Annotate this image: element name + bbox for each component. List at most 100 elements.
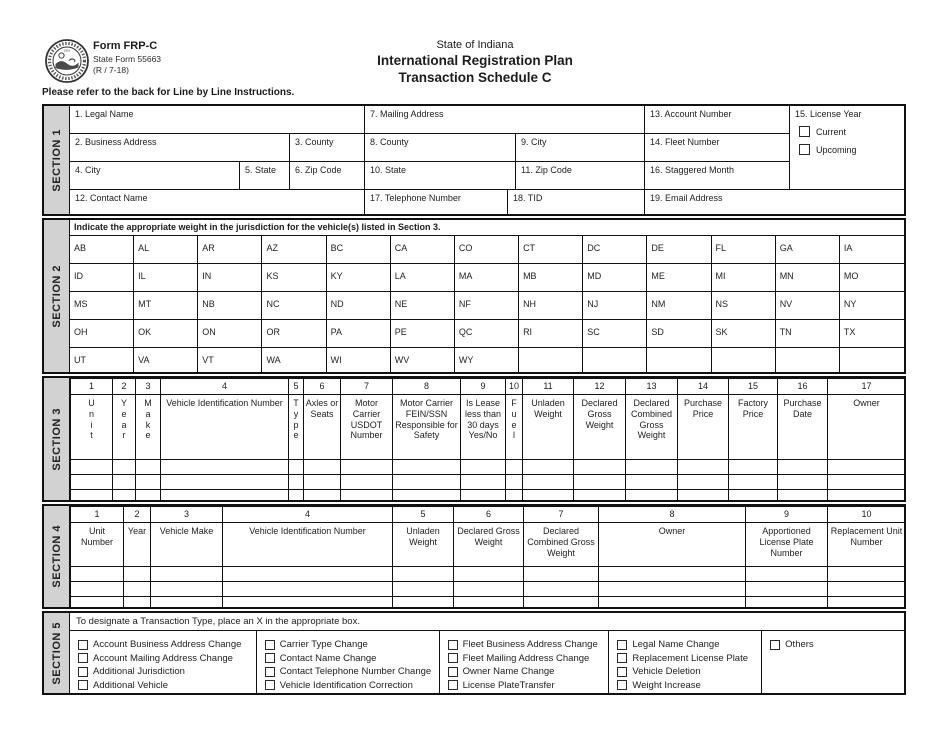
jurisdiction-cell-ms[interactable]: MS	[70, 292, 135, 320]
owner-name-change-checkbox[interactable]	[447, 666, 458, 677]
s3-entry-cell-owner[interactable]	[827, 459, 904, 475]
jurisdiction-cell-az[interactable]: AZ	[262, 236, 327, 264]
s3-entry-cell-factory-price[interactable]	[728, 489, 778, 500]
jurisdiction-cell-ns[interactable]: NS	[711, 292, 776, 320]
field-email-address[interactable]: 19. Email Address	[650, 193, 723, 203]
jurisdiction-cell-wi[interactable]: WI	[327, 348, 391, 372]
replacement-license-plate-checkbox[interactable]	[617, 653, 628, 664]
jurisdiction-cell-sd[interactable]: SD	[647, 320, 712, 348]
s3-entry-cell-unit[interactable]	[70, 489, 113, 500]
s3-entry-cell-year[interactable]	[112, 459, 136, 475]
jurisdiction-cell-nh[interactable]: NH	[519, 292, 584, 320]
s4-entry-cell-declared-combined-gross-weight[interactable]	[523, 566, 599, 582]
s4-entry-cell-vehicle-make[interactable]	[150, 566, 223, 582]
field-telephone-number[interactable]: 17. Telephone Number	[365, 190, 508, 214]
jurisdiction-cell-nj[interactable]: NJ	[583, 292, 648, 320]
field-fleet-number[interactable]: 14. Fleet Number	[645, 134, 790, 162]
vehicle-identification-correction-checkbox[interactable]	[264, 680, 275, 691]
s4-entry-cell-apportioned-license-plate-number[interactable]	[745, 566, 828, 582]
jurisdiction-cell-nc[interactable]: NC	[262, 292, 327, 320]
jurisdiction-cell-mt[interactable]: MT	[134, 292, 199, 320]
s4-entry-cell-replacement-unit-number[interactable]	[827, 596, 904, 607]
s3-entry-cell-axles-or-seats[interactable]	[303, 459, 341, 475]
jurisdiction-cell-sc[interactable]: SC	[583, 320, 648, 348]
field-county-8[interactable]: 8. County	[365, 134, 516, 162]
account-business-address-change-checkbox[interactable]	[78, 639, 88, 650]
s3-entry-cell-unit[interactable]	[70, 459, 113, 475]
s3-entry-cell-axles-or-seats[interactable]	[303, 474, 341, 490]
jurisdiction-cell-ne[interactable]: NE	[390, 292, 455, 320]
s4-entry-cell-declared-gross-weight[interactable]	[453, 596, 524, 607]
s3-entry-cell-purchase-price[interactable]	[677, 489, 729, 500]
s3-entry-cell-type[interactable]	[288, 489, 304, 500]
s3-entry-cell-unladen-weight[interactable]	[522, 459, 574, 475]
jurisdiction-cell-mi[interactable]: MI	[711, 264, 776, 292]
s3-entry-cell-is-lease-less-than-30-days-yes-no[interactable]	[460, 459, 506, 475]
jurisdiction-cell-va[interactable]: VA	[134, 348, 199, 372]
jurisdiction-cell-vt[interactable]: VT	[198, 348, 263, 372]
jurisdiction-cell-ca[interactable]: CA	[390, 236, 455, 264]
jurisdiction-cell-al[interactable]: AL	[134, 236, 199, 264]
s3-entry-cell-purchase-date[interactable]	[777, 474, 828, 490]
field-contact-name[interactable]: 12. Contact Name	[70, 190, 365, 214]
jurisdiction-cell-ri[interactable]: RI	[519, 320, 584, 348]
s3-entry-cell-factory-price[interactable]	[728, 474, 778, 490]
s3-entry-cell-fuel[interactable]	[505, 459, 523, 475]
jurisdiction-cell-ks[interactable]: KS	[262, 264, 327, 292]
s3-entry-cell-make[interactable]	[135, 459, 161, 475]
s3-entry-cell-unladen-weight[interactable]	[522, 489, 574, 500]
jurisdiction-cell-me[interactable]: ME	[647, 264, 712, 292]
field-staggered-month[interactable]: 16. Staggered Month	[645, 162, 790, 190]
jurisdiction-cell-il[interactable]: IL	[134, 264, 199, 292]
s3-entry-cell-fuel[interactable]	[505, 489, 523, 500]
s4-entry-cell-declared-gross-weight[interactable]	[453, 566, 524, 582]
jurisdiction-cell-wy[interactable]: WY	[455, 348, 520, 372]
s4-entry-cell-year[interactable]	[123, 596, 151, 607]
upcoming-checkbox[interactable]	[799, 144, 810, 155]
field-zip-6[interactable]: 6. Zip Code	[290, 162, 365, 190]
s4-entry-cell-replacement-unit-number[interactable]	[827, 581, 904, 597]
jurisdiction-cell-ga[interactable]: GA	[775, 236, 840, 264]
s4-entry-cell-unit-number[interactable]	[70, 581, 124, 597]
s4-entry-cell-vehicle-make[interactable]	[150, 596, 223, 607]
jurisdiction-cell-sk[interactable]: SK	[711, 320, 776, 348]
s3-entry-cell-axles-or-seats[interactable]	[303, 489, 341, 500]
jurisdiction-cell-id[interactable]: ID	[70, 264, 135, 292]
legal-name-change-checkbox[interactable]	[617, 639, 628, 650]
s4-entry-cell-vehicle-make[interactable]	[150, 581, 223, 597]
s3-entry-cell-vehicle-identification-number[interactable]	[160, 489, 289, 500]
field-city-9[interactable]: 9. City	[516, 134, 645, 162]
s3-entry-cell-motor-carrier-usdot-number[interactable]	[340, 489, 393, 500]
fleet-business-address-change-checkbox[interactable]	[447, 639, 458, 650]
jurisdiction-cell-nv[interactable]: NV	[775, 292, 840, 320]
field-state-5[interactable]: 5. State	[240, 162, 290, 190]
s3-entry-cell-is-lease-less-than-30-days-yes-no[interactable]	[460, 489, 506, 500]
s3-entry-cell-vehicle-identification-number[interactable]	[160, 474, 289, 490]
jurisdiction-cell-la[interactable]: LA	[390, 264, 455, 292]
s3-entry-cell-vehicle-identification-number[interactable]	[160, 459, 289, 475]
jurisdiction-cell-nf[interactable]: NF	[454, 292, 520, 320]
s3-entry-cell-unladen-weight[interactable]	[522, 474, 574, 490]
jurisdiction-cell-ia[interactable]: IA	[839, 236, 904, 264]
s4-entry-cell-vehicle-identification-number[interactable]	[222, 566, 393, 582]
s3-entry-cell-declared-combined-gross-weight[interactable]	[625, 474, 678, 490]
s3-entry-cell-owner[interactable]	[827, 474, 904, 490]
jurisdiction-cell-nb[interactable]: NB	[198, 292, 263, 320]
s3-entry-cell-purchase-price[interactable]	[677, 459, 729, 475]
field-city-4[interactable]: 4. City	[70, 162, 240, 190]
jurisdiction-cell-ct[interactable]: CT	[519, 236, 584, 264]
contact-telephone-number-change-checkbox[interactable]	[264, 666, 275, 677]
additional-vehicle-checkbox[interactable]	[78, 680, 88, 691]
jurisdiction-cell-mo[interactable]: MO	[839, 264, 904, 292]
license-platetransfer-checkbox[interactable]	[447, 680, 458, 691]
carrier-type-change-checkbox[interactable]	[264, 639, 275, 650]
jurisdiction-cell-ok[interactable]: OK	[134, 320, 199, 348]
jurisdiction-cell-ab[interactable]: AB	[70, 236, 135, 264]
others-checkbox[interactable]	[770, 639, 781, 650]
s3-entry-cell-motor-carrier-usdot-number[interactable]	[340, 459, 393, 475]
s4-entry-cell-declared-combined-gross-weight[interactable]	[523, 581, 599, 597]
s4-entry-cell-unladen-weight[interactable]	[392, 566, 454, 582]
jurisdiction-cell-qc[interactable]: QC	[454, 320, 520, 348]
s4-entry-cell-owner[interactable]	[598, 581, 746, 597]
s4-entry-cell-apportioned-license-plate-number[interactable]	[745, 596, 828, 607]
